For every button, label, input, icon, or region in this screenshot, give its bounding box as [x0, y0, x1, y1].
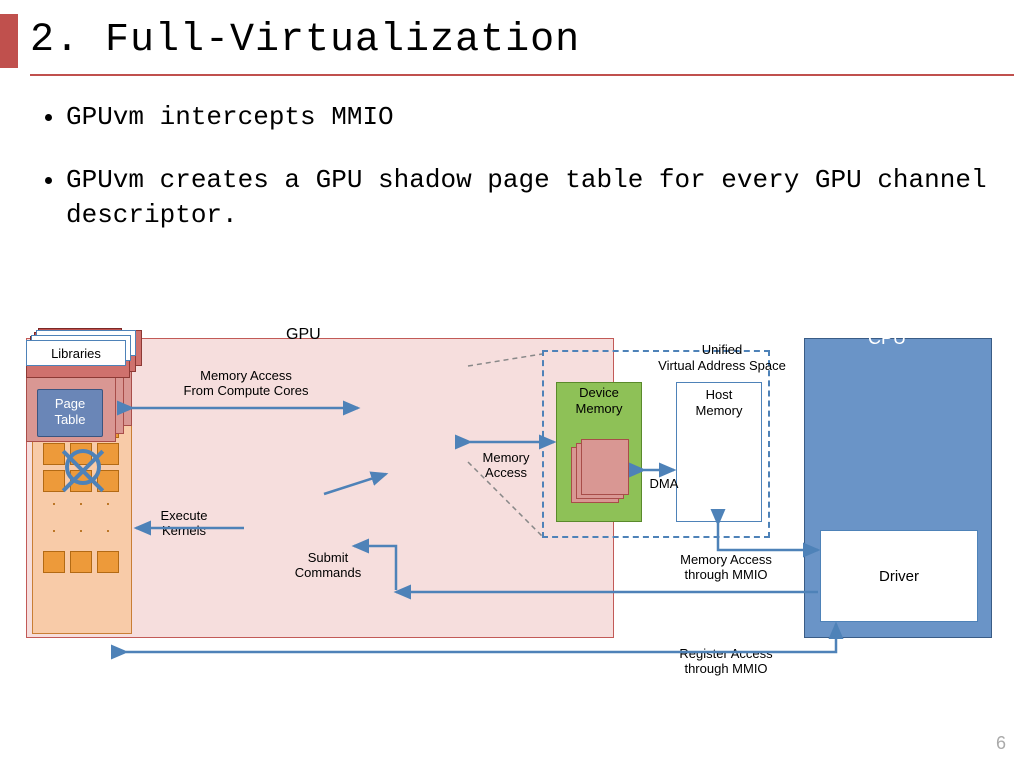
slide-accent-bar: [0, 14, 18, 68]
bullet-list: GPUvm intercepts MMIO GPUvm creates a GP…: [42, 100, 994, 261]
slide-title: 2. Full-Virtualization: [30, 18, 580, 63]
bullet-item: GPUvm creates a GPU shadow page table fo…: [66, 163, 994, 233]
title-rule: [30, 74, 1014, 76]
architecture-diagram: GPU Compute Cores ··· ··· Registers Cont…: [26, 330, 998, 690]
page-number: 6: [996, 733, 1006, 754]
bullet-item: GPUvm intercepts MMIO: [66, 100, 994, 135]
arrows-layer: [26, 330, 998, 690]
